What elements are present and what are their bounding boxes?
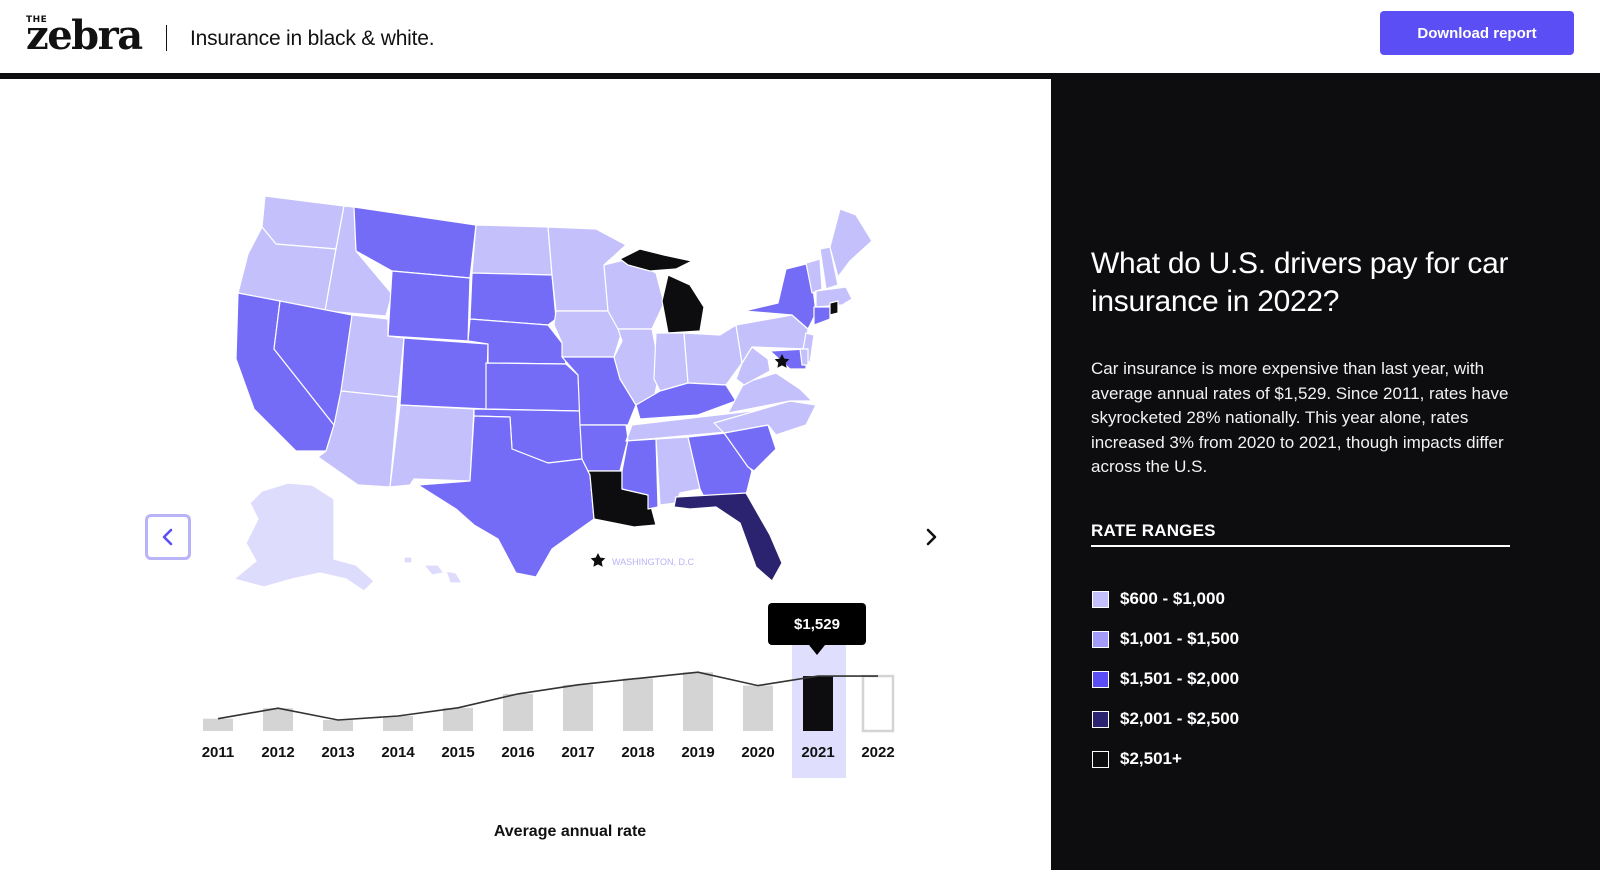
legend-swatch [1092,630,1109,648]
state-maine[interactable] [829,208,873,278]
rate-bar-2020[interactable] [743,685,773,731]
rate-trend-line [217,671,878,721]
rate-bar-2011[interactable] [203,718,233,731]
rate-bar-2019[interactable] [683,672,713,731]
info-panel: What do U.S. drivers pay for car insuran… [1051,79,1600,870]
legend-star-icon [590,553,606,567]
rate-bar-2012[interactable] [263,708,293,731]
rate-ranges-title: RATE RANGES [1091,521,1216,540]
year-label-2020[interactable]: 2020 [741,744,775,761]
state-michigan-upper[interactable] [619,248,693,272]
state-rhode-island[interactable] [829,300,839,316]
state-south-dakota[interactable] [469,272,557,326]
state-north-dakota[interactable] [471,224,553,276]
year-label-2011[interactable]: 2011 [201,744,235,761]
state-kansas[interactable] [485,362,581,412]
selected-rate-tooltip: $1,529 [768,603,866,655]
year-label-2015[interactable]: 2015 [441,744,475,761]
dc-marker-icon [774,354,790,368]
header: THE zebra Insurance in black & white. Do… [0,0,1600,73]
legend-label: $1,501 - $2,000 [1120,669,1240,688]
rate-bars[interactable] [203,672,895,733]
state-delaware[interactable] [799,348,809,366]
chevron-left-icon [162,528,173,546]
rate-bar-2013[interactable] [323,719,353,731]
chart-caption: Average annual rate [493,823,647,840]
state-new-mexico[interactable] [389,404,475,488]
state-new-hampshire[interactable] [819,246,839,290]
year-label-2017[interactable]: 2017 [561,744,595,761]
dc-label: WASHINGTON, D.C [612,557,695,567]
state-wyoming[interactable] [387,270,471,342]
state-arizona[interactable] [317,390,399,488]
legend-label: $2,001 - $2,500 [1120,709,1240,728]
legend-swatch [1092,710,1109,728]
year-label-2012[interactable]: 2012 [261,744,295,761]
rate-bar-2014[interactable] [383,716,413,731]
info-body: Car insurance is more expensive than las… [1091,359,1509,476]
previous-year-button[interactable] [145,514,191,560]
logo-word: zebra [26,12,143,59]
year-label-2016[interactable]: 2016 [501,744,535,761]
header-divider [0,73,1600,79]
info-title: What do U.S. drivers pay for car insuran… [1091,247,1509,318]
rate-ranges-divider [1091,545,1510,547]
rate-bar-2021[interactable] [803,676,833,731]
logo-divider [166,25,167,51]
state-vermont[interactable] [805,258,823,294]
state-montana[interactable] [353,206,477,279]
state-michigan-lower[interactable] [661,274,705,334]
year-label-2019[interactable]: 2019 [681,744,715,761]
year-label-2014[interactable]: 2014 [381,744,415,761]
state-connecticut[interactable] [813,306,831,326]
year-label-2021[interactable]: 2021 [801,744,835,761]
rate-bar-2017[interactable] [563,684,593,731]
state-mississippi[interactable] [621,438,659,510]
legend-item: $2,501+ [1092,749,1182,769]
legend-label: $600 - $1,000 [1120,589,1225,608]
rate-bar-2018[interactable] [623,678,653,731]
rate-bar-2015[interactable] [443,707,473,731]
us-rate-map: WASHINGTON, D.C [203,195,895,778]
legend-swatch [1092,590,1109,608]
year-label-2013[interactable]: 2013 [321,744,355,761]
state-colorado[interactable] [399,337,489,410]
download-report-button[interactable]: Download report [1380,11,1574,55]
year-label-2022[interactable]: 2022 [861,744,895,761]
year-label-2018[interactable]: 2018 [621,744,655,761]
state-arkansas[interactable] [579,424,629,472]
state-florida[interactable] [673,492,783,582]
legend-item: $600 - $1,000 [1092,589,1225,609]
legend-item: $1,501 - $2,000 [1092,669,1239,689]
state-texas[interactable] [417,415,595,578]
rate-bar-2016[interactable] [503,693,533,731]
legend-item: $2,001 - $2,500 [1092,709,1239,729]
map-panel: WASHINGTON, D.C $1,529 2011 2012 2013 2014 2… [0,79,1051,870]
tagline: Insurance in black & white. [190,27,435,50]
logo-small-text: THE [26,15,48,25]
legend-swatch [1092,670,1109,688]
legend-swatch [1092,750,1109,768]
state-north-carolina[interactable] [713,400,817,436]
state-hawaii[interactable] [403,556,463,584]
legend-label: $1,001 - $1,500 [1120,629,1240,648]
next-year-button[interactable] [908,514,954,560]
legend-label: $2,501+ [1120,749,1182,768]
legend-item: $1,001 - $1,500 [1092,629,1239,649]
rate-bar-2022[interactable] [861,674,895,733]
state-massachusetts[interactable] [815,286,853,308]
chevron-right-icon [926,528,937,546]
state-indiana[interactable] [653,332,689,392]
state-kentucky[interactable] [635,382,737,420]
state-ohio[interactable] [683,324,743,386]
state-alaska[interactable] [233,482,375,592]
